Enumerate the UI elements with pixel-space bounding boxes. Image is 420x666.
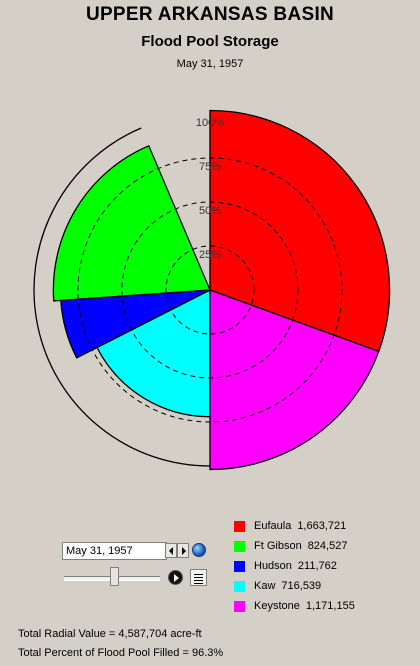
ring-50 [121,201,299,379]
document-icon [194,574,203,575]
total-percent-label: Total Percent of Flood Pool Filled = [18,647,189,659]
legend-swatch [234,580,245,592]
slice-hudson [60,289,211,359]
play-icon [174,574,179,582]
legend-item-keystone: Keystone 1,171,155 [234,596,355,616]
legend-label: Eufaula [254,520,292,532]
legend-item-kaw: Kaw 716,539 [234,576,355,596]
triangle-right-icon [182,547,186,555]
legend-swatch [234,600,245,612]
next-date-button[interactable] [177,543,189,558]
chart-date: May 31, 1957 [176,58,244,70]
legend-item-eufaula: Eufaula 1,663,721 [234,516,355,536]
total-radial-label: Total Radial Value = [18,628,116,640]
tick-label-50: 50% [199,205,221,217]
legend-value: 716,539 [281,580,322,592]
slice-eufaula [209,109,391,353]
total-radial-value: Total Radial Value = 4,587,704 acre-ft [18,628,202,640]
legend-value: 824,527 [307,540,348,552]
date-slider-thumb[interactable] [110,567,119,586]
legend-label: Keystone [254,600,300,612]
legend-label: Kaw [254,580,276,592]
legend: Eufaula 1,663,721 Ft Gibson 824,527 Huds… [234,516,355,616]
legend-label: Hudson [254,560,292,572]
legend-swatch [234,560,245,572]
slice-kaw [96,288,211,418]
legend-value: 1,171,155 [305,600,355,612]
globe-icon[interactable] [192,543,206,557]
slice-ft-gibson [52,144,211,302]
total-percent-amount: 96.3% [191,647,224,659]
legend-swatch [234,540,245,552]
tick-label-75: 75% [199,161,221,173]
tick-label-25: 25% [199,249,221,261]
legend-value: 211,762 [297,560,337,572]
legend-value: 1,663,721 [297,520,347,532]
play-button[interactable] [168,570,183,585]
ring-25 [165,245,255,335]
legend-item-ft-gibson: Ft Gibson 824,527 [234,536,355,556]
ring-75 [77,157,343,423]
chart-title: UPPER ARKANSAS BASIN [85,4,335,25]
report-button[interactable] [190,569,207,586]
outer-boundary-ring [33,127,211,467]
tick-label-100: 100% [196,117,224,129]
triangle-left-icon [169,547,173,555]
legend-swatch [234,520,245,532]
legend-item-hudson: Hudson 211,762 [234,556,355,576]
date-input[interactable]: May 31, 1957 [62,542,167,560]
previous-date-button[interactable] [165,543,177,558]
polar-area-chart: 25% 50% 75% 100% [33,109,391,471]
chart-subtitle: Flood Pool Storage [141,33,279,50]
legend-label: Ft Gibson [254,540,302,552]
total-percent-filled: Total Percent of Flood Pool Filled = 96.… [18,647,223,659]
total-radial-amount: 4,587,704 acre-ft [118,628,202,640]
